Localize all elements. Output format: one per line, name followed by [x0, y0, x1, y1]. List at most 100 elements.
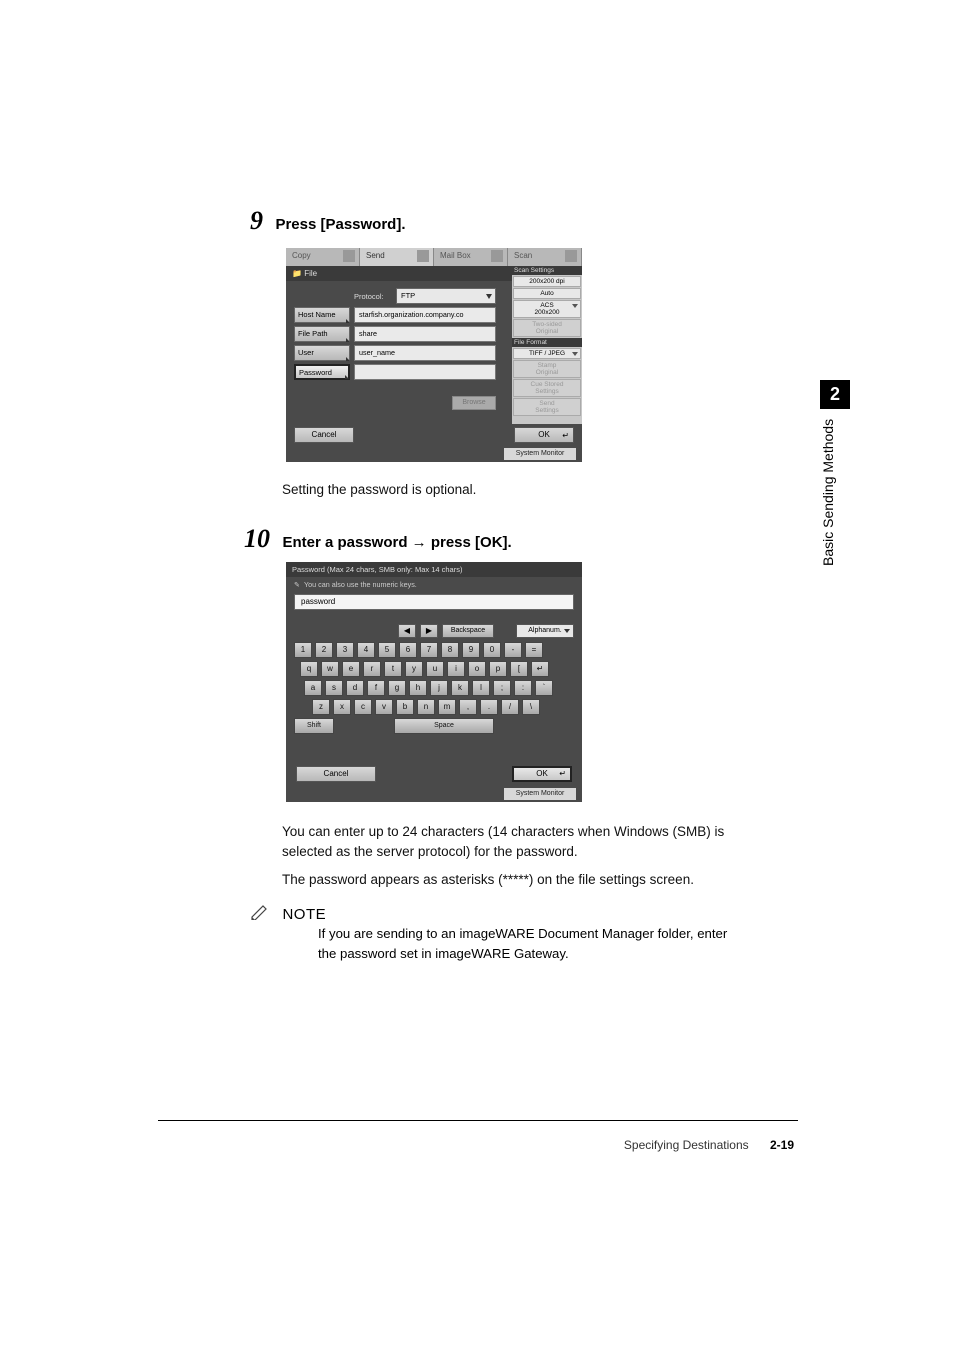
filepath-button[interactable]: File Path [294, 326, 350, 342]
note-text: If you are sending to an imageWARE Docum… [318, 924, 748, 964]
key-h[interactable]: h [409, 680, 427, 696]
screenshot-keyboard: Password (Max 24 chars, SMB only: Max 14… [286, 562, 582, 802]
key-`[interactable]: ` [535, 680, 553, 696]
key-x[interactable]: x [333, 699, 351, 715]
key-5[interactable]: 5 [378, 642, 396, 658]
send-icon [417, 250, 429, 262]
key-3[interactable]: 3 [336, 642, 354, 658]
keyboard-input[interactable]: password [294, 594, 574, 610]
key-=[interactable]: = [525, 642, 543, 658]
scan-settings-panel: Scan Settings 200x200 dpi Auto ACS 200x2… [512, 266, 582, 428]
key-w[interactable]: w [321, 661, 339, 677]
acs-box[interactable]: ACS 200x200 [513, 300, 581, 318]
key-p[interactable]: p [489, 661, 507, 677]
key-1[interactable]: 1 [294, 642, 312, 658]
hostname-value: starfish.organization.company.co [354, 307, 496, 323]
key-s[interactable]: s [325, 680, 343, 696]
input-mode-dropdown[interactable]: Alphanum. [516, 624, 574, 638]
key-l[interactable]: l [472, 680, 490, 696]
key-n[interactable]: n [417, 699, 435, 715]
stamp-box[interactable]: Stamp Original [513, 360, 581, 378]
note-icon [250, 904, 272, 925]
key-2[interactable]: 2 [315, 642, 333, 658]
key-/[interactable]: / [501, 699, 519, 715]
key-[[interactable]: [ [510, 661, 528, 677]
key-.[interactable]: . [480, 699, 498, 715]
mailbox-icon [491, 250, 503, 262]
key-:[interactable]: : [514, 680, 532, 696]
tab-mailbox[interactable]: Mail Box [434, 248, 508, 266]
resolution-box: 200x200 dpi [513, 276, 581, 287]
twosided-box[interactable]: Two-sided Original [513, 319, 581, 337]
key-m[interactable]: m [438, 699, 456, 715]
key-q[interactable]: q [300, 661, 318, 677]
keyboard-ok-button[interactable]: OK [512, 766, 572, 782]
user-label: User [298, 348, 314, 357]
key-j[interactable]: j [430, 680, 448, 696]
shift-key[interactable]: Shift [294, 718, 334, 734]
file-header-icon: 📁 [292, 269, 304, 278]
key-↵[interactable]: ↵ [531, 661, 549, 677]
cancel-button[interactable]: Cancel [294, 427, 354, 443]
key-v[interactable]: v [375, 699, 393, 715]
tab-copy[interactable]: Copy [286, 248, 360, 266]
key-k[interactable]: k [451, 680, 469, 696]
system-monitor-button[interactable]: System Monitor [504, 448, 576, 460]
tab-scan-label: Scan [514, 251, 532, 260]
auto-box: Auto [513, 288, 581, 299]
chapter-title: Basic Sending Methods [820, 419, 836, 599]
note-label: NOTE [282, 906, 326, 923]
chapter-number: 2 [820, 380, 850, 409]
key-a[interactable]: a [304, 680, 322, 696]
cursor-left-button[interactable]: ◀ [398, 624, 416, 638]
key-i[interactable]: i [447, 661, 465, 677]
file-header-label: File [304, 269, 317, 278]
key-z[interactable]: z [312, 699, 330, 715]
filepath-value: share [354, 326, 496, 342]
keyboard-cancel-button[interactable]: Cancel [296, 766, 376, 782]
key-t[interactable]: t [384, 661, 402, 677]
send-settings-box[interactable]: Send Settings [513, 398, 581, 416]
key-y[interactable]: y [405, 661, 423, 677]
hostname-button[interactable]: Host Name [294, 307, 350, 323]
protocol-dropdown[interactable]: FTP [396, 288, 496, 304]
tiff-jpeg-box[interactable]: TIFF / JPEG [513, 348, 581, 359]
tab-send[interactable]: Send [360, 248, 434, 266]
key-e[interactable]: e [342, 661, 360, 677]
password-label: Password [299, 368, 332, 377]
tab-scan[interactable]: Scan [508, 248, 582, 266]
backspace-button[interactable]: Backspace [442, 624, 494, 638]
step10-para-b: The password appears as asterisks (*****… [282, 870, 762, 890]
user-value: user_name [354, 345, 496, 361]
key-4[interactable]: 4 [357, 642, 375, 658]
key-g[interactable]: g [388, 680, 406, 696]
key-0[interactable]: 0 [483, 642, 501, 658]
password-button[interactable]: Password [294, 364, 350, 380]
key-b[interactable]: b [396, 699, 414, 715]
key-c[interactable]: c [354, 699, 372, 715]
space-key[interactable]: Space [394, 718, 494, 734]
tab-copy-label: Copy [292, 251, 311, 260]
key-u[interactable]: u [426, 661, 444, 677]
key-d[interactable]: d [346, 680, 364, 696]
key-9[interactable]: 9 [462, 642, 480, 658]
keyboard-system-monitor-button[interactable]: System Monitor [504, 788, 576, 800]
key-;[interactable]: ; [493, 680, 511, 696]
key-8[interactable]: 8 [441, 642, 459, 658]
keyboard-title: Password (Max 24 chars, SMB only: Max 14… [286, 562, 582, 577]
key-f[interactable]: f [367, 680, 385, 696]
screenshot-file-destination: Copy Send Mail Box Scan 📁 File Dest. :0 … [286, 248, 582, 462]
key--[interactable]: - [504, 642, 522, 658]
key-,[interactable]: , [459, 699, 477, 715]
key-\[interactable]: \ [522, 699, 540, 715]
key-r[interactable]: r [363, 661, 381, 677]
step10-para-a: You can enter up to 24 characters (14 ch… [282, 822, 762, 863]
password-value [354, 364, 496, 380]
cursor-right-button[interactable]: ▶ [420, 624, 438, 638]
stored-box[interactable]: Cue Stored Settings [513, 379, 581, 397]
key-o[interactable]: o [468, 661, 486, 677]
user-button[interactable]: User [294, 345, 350, 361]
key-6[interactable]: 6 [399, 642, 417, 658]
ok-button[interactable]: OK [514, 427, 574, 443]
key-7[interactable]: 7 [420, 642, 438, 658]
